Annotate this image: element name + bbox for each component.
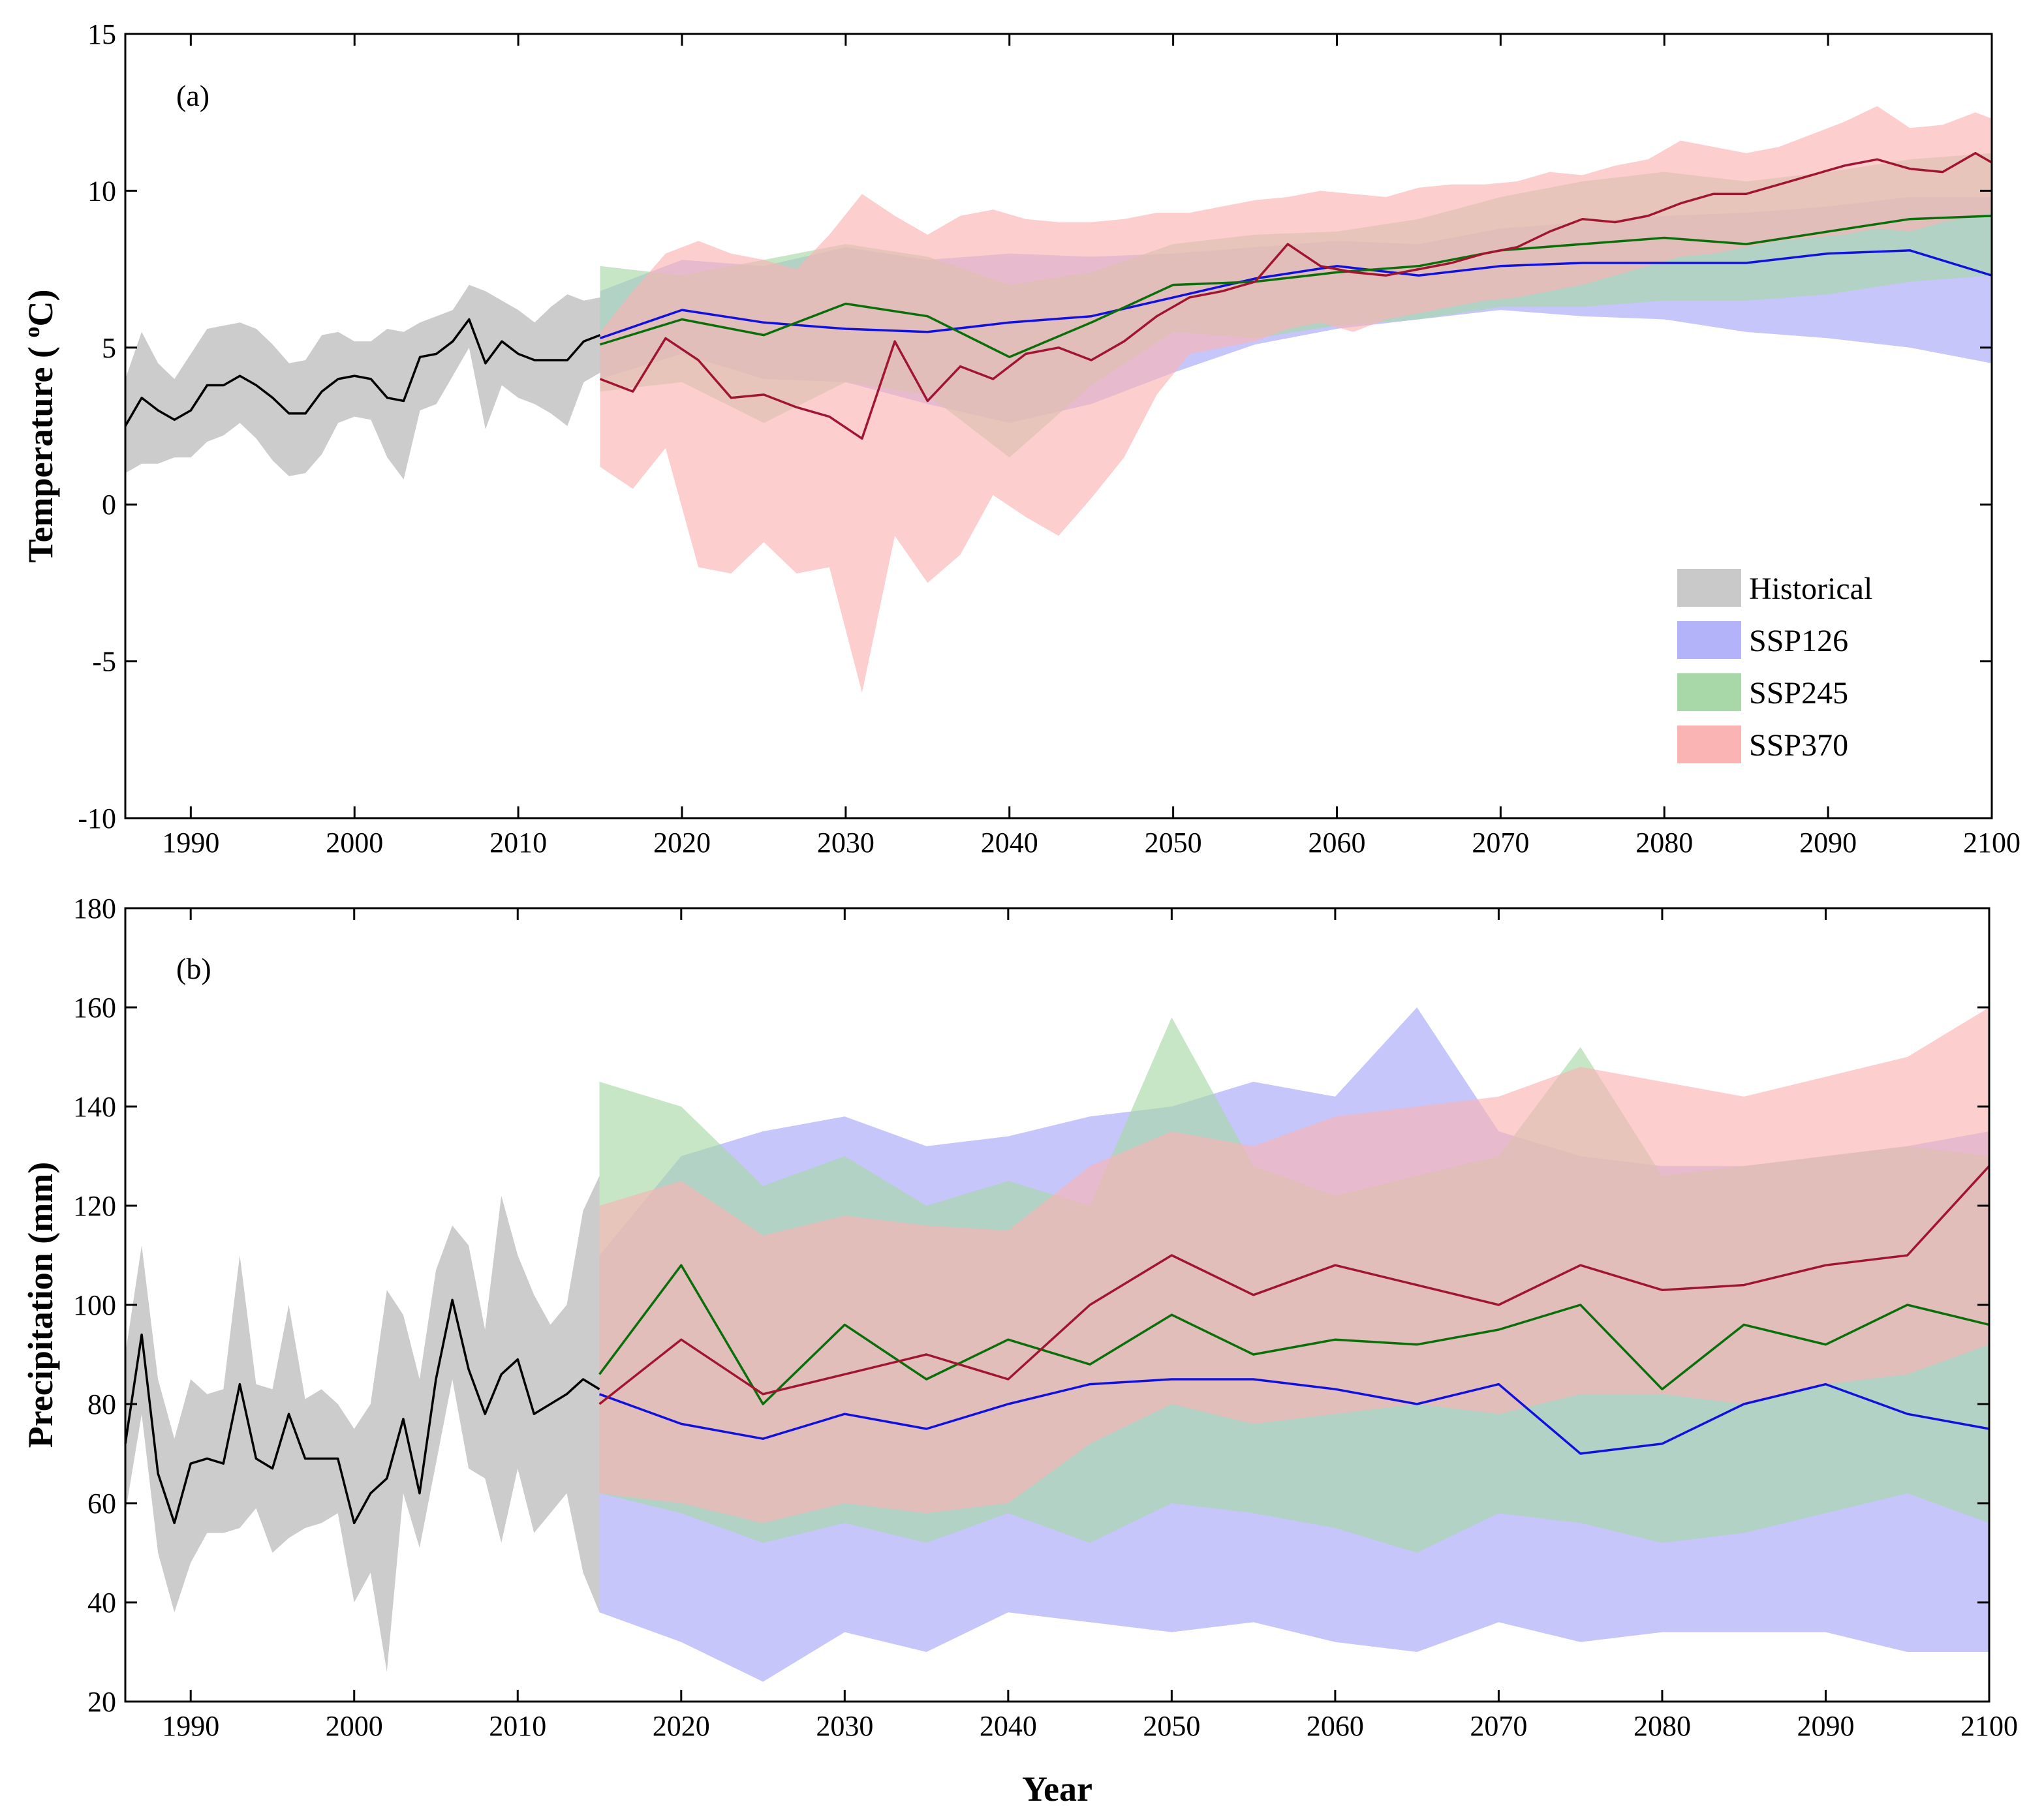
temperature-ssp245-mean-line <box>599 215 1992 358</box>
precipitation-y-tick-label: 40 <box>87 1587 116 1619</box>
precipitation-ssp370-mean-line <box>598 1165 1990 1405</box>
temperature-x-tick-label: 2060 <box>1308 827 1365 859</box>
precipitation-historical-mean-line <box>124 1298 600 1525</box>
temperature-y-tick-label: 5 <box>102 332 116 364</box>
temperature-ssp126-mean-line <box>599 249 1992 340</box>
temperature-axis-title-sup: o <box>20 327 44 338</box>
temperature-panel-label: (a) <box>176 79 209 112</box>
temperature-y-tick-label: 15 <box>87 18 116 50</box>
temperature-x-tick-label: 2000 <box>326 827 383 859</box>
temperature-ticks: 1990 2000 2010 2020 2030 2040 2050 2060 2070 2080… <box>78 18 2021 859</box>
precipitation-x-tick-label: 2060 <box>1307 1710 1364 1742</box>
precipitation-x-tick-label: 2020 <box>653 1710 710 1742</box>
precipitation-panel: 1990 2000 2010 2020 2030 2040 2050 2060 2070 2080… <box>21 893 2018 1809</box>
legend-swatch-ssp126 <box>1677 621 1741 659</box>
temperature-plot-area <box>124 106 1992 693</box>
temperature-historical-band <box>125 284 600 480</box>
precipitation-panel-label: (b) <box>176 952 211 985</box>
temperature-axis-title-main: Temperature ( <box>21 338 60 563</box>
precipitation-x-tick-label: 2010 <box>489 1710 546 1742</box>
legend-label-ssp126: SSP126 <box>1749 624 1848 658</box>
temperature-historical-mean-line <box>124 318 601 427</box>
precipitation-y-tick-label: 60 <box>87 1488 116 1520</box>
legend-label-ssp370: SSP370 <box>1749 728 1848 763</box>
temperature-x-tick-label: 2020 <box>653 827 711 859</box>
precipitation-y-tick-label: 80 <box>87 1388 116 1420</box>
precipitation-y-tick-label: 180 <box>73 893 116 925</box>
legend-label-historical: Historical <box>1749 572 1872 606</box>
temperature-x-tick-label: 2010 <box>489 827 547 859</box>
temperature-x-tick-label: 2050 <box>1145 827 1202 859</box>
precipitation-ssp245-mean-line <box>598 1264 1990 1405</box>
precipitation-x-tick-label: 2030 <box>816 1710 873 1742</box>
precipitation-y-tick-label: 20 <box>87 1686 116 1718</box>
precipitation-plot-area <box>124 1007 1990 1682</box>
precipitation-x-tick-label: 2040 <box>980 1710 1037 1742</box>
precipitation-y-tick-label: 120 <box>73 1190 116 1222</box>
precipitation-y-tick-label: 100 <box>73 1289 116 1321</box>
temperature-axis-title: Temperature ( oC) <box>20 290 60 563</box>
temperature-y-tick-label: -5 <box>92 646 116 678</box>
legend-swatch-historical <box>1677 569 1741 607</box>
precipitation-x-tick-label: 2080 <box>1634 1710 1691 1742</box>
temperature-x-tick-label: 2080 <box>1635 827 1693 859</box>
precipitation-ssp370-band <box>599 1007 1989 1523</box>
temperature-x-tick-label: 2040 <box>981 827 1038 859</box>
x-axis-title: Year <box>1022 1769 1092 1809</box>
precipitation-x-tick-label: 2070 <box>1470 1710 1527 1742</box>
precipitation-x-tick-label: 2100 <box>1960 1710 2018 1742</box>
precipitation-x-tick-label: 1990 <box>162 1710 219 1742</box>
temperature-y-tick-label: 10 <box>87 175 116 207</box>
precipitation-historical-band <box>125 1176 600 1672</box>
temperature-x-tick-label: 1990 <box>162 827 219 859</box>
temperature-axis-title-unit: C) <box>21 290 60 327</box>
precipitation-x-tick-label: 2090 <box>1797 1710 1854 1742</box>
temperature-x-tick-label: 2090 <box>1799 827 1857 859</box>
temperature-axes-frame <box>124 33 1993 819</box>
legend-swatch-ssp245 <box>1677 673 1741 711</box>
precipitation-y-tick-label: 160 <box>73 992 116 1024</box>
precipitation-axis-title: Precipitation (mm) <box>21 1162 60 1448</box>
temperature-x-tick-label: 2100 <box>1963 827 2021 859</box>
precipitation-x-tick-label: 2050 <box>1143 1710 1200 1742</box>
temperature-panel: 1990 2000 2010 2020 2030 2040 2050 2060 2070 2080… <box>20 18 2021 859</box>
precipitation-y-tick-label: 140 <box>73 1091 116 1123</box>
legend-label-ssp245: SSP245 <box>1749 676 1848 711</box>
temperature-y-tick-label: 0 <box>102 489 116 521</box>
precipitation-ticks: 1990 2000 2010 2020 2030 2040 2050 2060 2070 2080… <box>73 893 2018 1742</box>
temperature-x-tick-label: 2030 <box>817 827 875 859</box>
temperature-ssp370-mean-line <box>599 151 1992 440</box>
legend-swatch-ssp370 <box>1677 726 1741 763</box>
legend: Historical SSP126 SSP245 SSP370 <box>1677 569 1872 763</box>
precipitation-x-tick-label: 2000 <box>326 1710 383 1742</box>
temperature-ssp370-band <box>600 106 1992 693</box>
temperature-x-tick-label: 2070 <box>1472 827 1529 859</box>
temperature-y-tick-label: -10 <box>78 802 116 834</box>
precipitation-ssp126-mean-line <box>598 1378 1990 1455</box>
